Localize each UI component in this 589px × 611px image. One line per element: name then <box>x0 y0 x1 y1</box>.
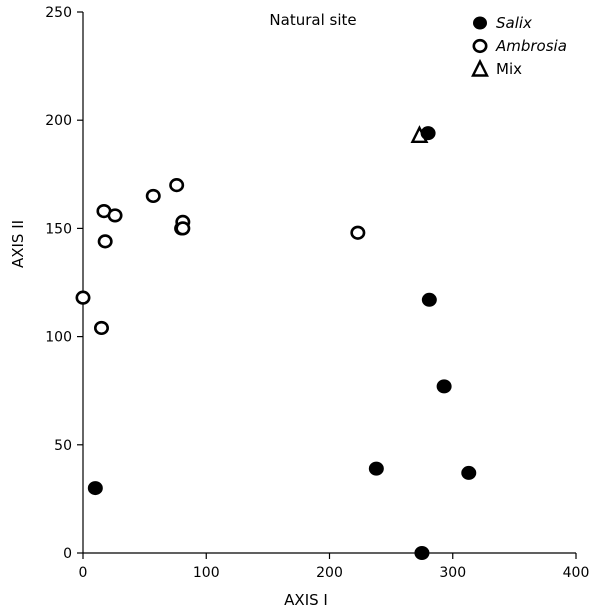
x-tick-label: 100 <box>193 565 220 581</box>
legend-marker-mix <box>473 62 487 76</box>
y-tick-label: 150 <box>45 221 72 237</box>
x-tick-label: 0 <box>79 565 88 581</box>
data-point-salix <box>421 127 435 140</box>
y-tick-label: 200 <box>45 113 72 129</box>
x-tick-label: 200 <box>316 565 343 581</box>
y-axis-title: AXIS II <box>9 220 27 268</box>
data-point-ambrosia <box>352 227 364 239</box>
legend-label-ambrosia: Ambrosia <box>495 37 567 55</box>
y-tick-label: 0 <box>63 546 72 562</box>
x-axis-title: AXIS I <box>284 591 328 609</box>
legend-marker-ambrosia <box>474 40 486 52</box>
y-ticks: 0 50 100 150 200 250 <box>45 5 83 562</box>
data-point-ambrosia <box>77 292 89 304</box>
y-tick-label: 50 <box>54 438 72 454</box>
y-tick-label: 250 <box>45 5 72 21</box>
data-point-salix <box>88 482 102 495</box>
data-point-salix <box>415 547 429 560</box>
legend-label-mix: Mix <box>496 60 522 78</box>
x-tick-label: 400 <box>563 565 589 581</box>
legend-marker-salix <box>474 17 487 29</box>
x-ticks: 0 100 200 300 400 <box>79 553 589 581</box>
legend-label-salix: Salix <box>496 14 532 32</box>
chart-title: Natural site <box>269 11 356 29</box>
x-tick-label: 300 <box>439 565 466 581</box>
axes <box>83 12 576 553</box>
data-point-salix <box>462 466 476 479</box>
data-point-ambrosia <box>147 190 159 202</box>
data-point-salix <box>422 293 436 306</box>
data-point-salix <box>369 462 383 475</box>
data-point-ambrosia <box>109 210 121 222</box>
data-point-salix <box>437 380 451 393</box>
data-point-ambrosia <box>99 236 111 248</box>
legend: Salix Ambrosia Mix <box>473 14 567 78</box>
data-points <box>77 127 476 560</box>
y-tick-label: 100 <box>45 330 72 346</box>
data-point-ambrosia <box>95 322 107 334</box>
data-point-ambrosia <box>170 179 182 191</box>
data-point-ambrosia <box>177 223 189 235</box>
